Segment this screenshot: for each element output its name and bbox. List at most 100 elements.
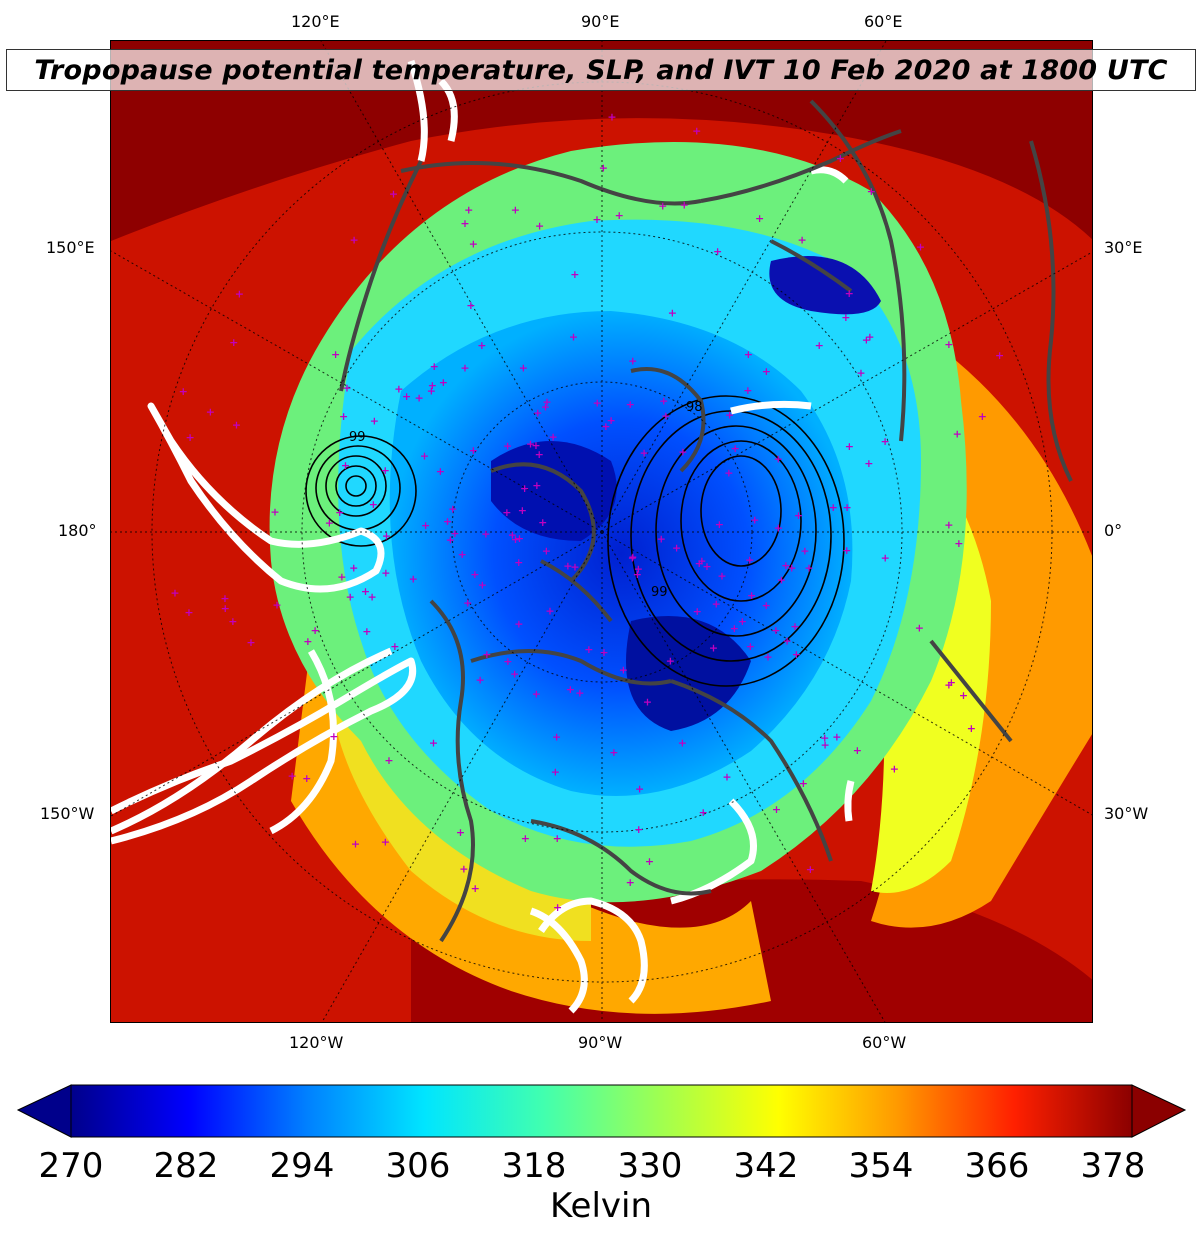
station-marker: + xyxy=(668,306,677,319)
station-marker: + xyxy=(381,567,390,580)
station-marker: + xyxy=(341,459,350,472)
station-marker: + xyxy=(643,695,652,708)
station-marker: + xyxy=(535,448,544,461)
station-marker: + xyxy=(339,410,348,423)
station-marker: + xyxy=(460,362,469,375)
colorbar-extend-high xyxy=(1131,1084,1187,1138)
station-marker: + xyxy=(666,655,675,668)
station-marker: + xyxy=(738,615,747,628)
station-marker: + xyxy=(349,561,358,574)
station-marker: + xyxy=(456,826,465,839)
station-marker: + xyxy=(511,533,520,546)
station-marker: + xyxy=(552,730,561,743)
station-marker: + xyxy=(747,589,756,602)
station-marker: + xyxy=(518,504,527,517)
station-marker: + xyxy=(541,400,550,413)
station-marker: + xyxy=(471,882,480,895)
station-marker: + xyxy=(409,573,418,586)
lon-label-left: 180° xyxy=(58,521,97,540)
colorbar-tick-label: 330 xyxy=(617,1146,683,1186)
station-marker: + xyxy=(633,568,642,581)
station-marker: + xyxy=(832,730,841,743)
station-marker: + xyxy=(361,585,370,598)
station-marker: + xyxy=(450,527,459,540)
station-marker: + xyxy=(470,568,479,581)
station-marker: + xyxy=(302,772,311,785)
station-marker: + xyxy=(880,435,889,448)
station-marker: + xyxy=(548,430,557,443)
station-marker: + xyxy=(717,570,726,583)
station-marker: + xyxy=(475,673,484,686)
station-marker: + xyxy=(337,571,346,584)
station-marker: + xyxy=(570,268,579,281)
station-marker: + xyxy=(503,440,512,453)
station-marker: + xyxy=(463,597,472,610)
station-marker: + xyxy=(542,395,551,408)
station-marker: + xyxy=(235,288,244,301)
station-marker: + xyxy=(184,606,193,619)
lon-label-right: 30°W xyxy=(1104,804,1149,823)
station-marker: + xyxy=(661,410,670,423)
colorbar-tick-label: 270 xyxy=(38,1146,104,1186)
station-marker: + xyxy=(797,234,806,247)
station-marker: + xyxy=(792,648,801,661)
station-marker: + xyxy=(829,501,838,514)
station-marker: + xyxy=(414,392,423,405)
station-marker: + xyxy=(553,832,562,845)
station-marker: + xyxy=(842,501,851,514)
slp-label: 98 xyxy=(686,400,703,415)
station-marker: + xyxy=(658,199,667,212)
station-marker: + xyxy=(774,521,783,534)
station-marker: + xyxy=(460,217,469,230)
station-marker: + xyxy=(645,855,654,868)
station-marker: + xyxy=(607,110,616,123)
lon-label-right: 30°E xyxy=(1104,238,1143,257)
station-marker: + xyxy=(331,348,340,361)
station-marker: + xyxy=(370,415,379,428)
station-marker: + xyxy=(745,553,754,566)
station-marker: + xyxy=(228,615,237,628)
station-marker: + xyxy=(634,823,643,836)
lon-label-top: 120°E xyxy=(291,12,340,31)
station-marker: + xyxy=(820,739,829,752)
station-marker: + xyxy=(206,406,215,419)
station-markers: ++++++++++++++++++++++++++++++++++++++++… xyxy=(170,110,1004,914)
station-marker: + xyxy=(750,513,759,526)
station-marker: + xyxy=(692,124,701,137)
station-marker: + xyxy=(657,533,666,546)
station-marker: + xyxy=(303,635,312,648)
station-marker: + xyxy=(362,625,371,638)
station-marker: + xyxy=(713,245,722,258)
station-marker: + xyxy=(369,498,378,511)
colorbar-tick-label: 378 xyxy=(1080,1146,1146,1186)
station-marker: + xyxy=(599,646,608,659)
colorbar-tick-label: 342 xyxy=(733,1146,799,1186)
station-marker: + xyxy=(944,519,953,532)
station-marker: + xyxy=(725,409,734,422)
station-marker: + xyxy=(335,506,344,519)
station-marker: + xyxy=(772,803,781,816)
station-marker: + xyxy=(782,634,791,647)
station-marker: + xyxy=(420,450,429,463)
station-marker: + xyxy=(531,439,540,452)
station-marker: + xyxy=(502,506,511,519)
station-marker: + xyxy=(503,655,512,668)
station-marker: + xyxy=(533,406,542,419)
station-marker: + xyxy=(699,806,708,819)
station-marker: + xyxy=(867,185,876,198)
station-marker: + xyxy=(774,453,783,466)
station-marker: + xyxy=(170,587,179,600)
station-marker: + xyxy=(697,555,706,568)
station-marker: + xyxy=(469,237,478,250)
map-title-box: Tropopause potential temperature, SLP, a… xyxy=(6,49,1196,91)
station-marker: + xyxy=(678,736,687,749)
station-marker: + xyxy=(731,442,740,455)
station-marker: + xyxy=(593,397,602,410)
station-marker: + xyxy=(229,336,238,349)
colorbar-tick-label: 318 xyxy=(501,1146,567,1186)
station-marker: + xyxy=(446,533,455,546)
station-marker: + xyxy=(959,689,968,702)
station-marker: + xyxy=(232,419,241,432)
station-marker: + xyxy=(563,560,572,573)
station-marker: + xyxy=(584,643,593,656)
